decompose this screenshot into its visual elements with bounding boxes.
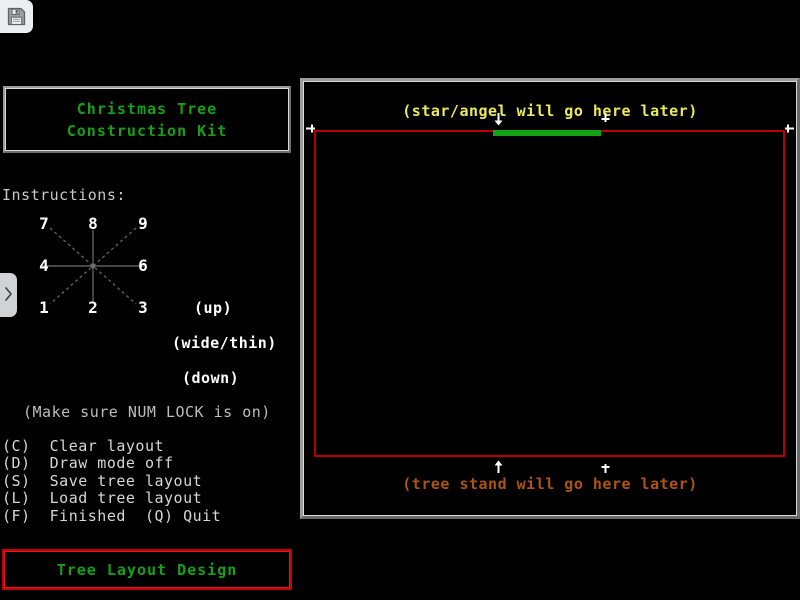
tree-layout-design-box: Tree Layout Design: [2, 549, 292, 590]
tree-stand-placeholder-note: (tree stand will go here later): [402, 475, 698, 493]
numpad-diagram: 7 8 9 4 6 1 2 3: [28, 216, 158, 316]
numpad-key-1[interactable]: 1: [39, 298, 49, 317]
tree-canvas-panel: (star/angel will go here later): [300, 78, 800, 519]
instructions-label: Instructions:: [2, 186, 126, 204]
app-title-line-2: Construction Kit: [66, 121, 228, 140]
arrow-right-edge-icon: [306, 124, 319, 133]
numlock-note: (Make sure NUM LOCK is on): [23, 403, 271, 421]
app-title-box: Christmas Tree Construction Kit: [3, 86, 291, 153]
numpad-spokes-icon: [42, 227, 144, 305]
numpad-key-7[interactable]: 7: [39, 214, 49, 233]
tree-branch-row[interactable]: [493, 130, 601, 136]
numpad-hint-up: (up): [194, 299, 233, 317]
numpad-key-2[interactable]: 2: [88, 298, 98, 317]
numpad-key-8[interactable]: 8: [88, 214, 98, 233]
star-angel-placeholder-note: (star/angel will go here later): [402, 102, 698, 120]
app-title-line-1: Christmas Tree: [76, 99, 218, 118]
chevron-right-icon: [4, 286, 13, 305]
command-list: (C) Clear layout (D) Draw mode off (S) S…: [2, 437, 222, 525]
numpad-key-4[interactable]: 4: [39, 256, 49, 275]
left-panel: Christmas Tree Construction Kit Instruct…: [0, 78, 294, 590]
tree-layout-design-label: Tree Layout Design: [56, 560, 238, 579]
arrow-left-edge-icon: [781, 124, 794, 133]
numpad-key-9[interactable]: 9: [138, 214, 148, 233]
numpad-key-6[interactable]: 6: [138, 256, 148, 275]
arrow-up-right-icon: [601, 460, 610, 473]
numpad-key-3[interactable]: 3: [138, 298, 148, 317]
floppy-disk-save-icon: [7, 7, 26, 26]
save-button[interactable]: [0, 0, 33, 33]
sidebar-expand-handle[interactable]: [0, 273, 17, 317]
tree-layout-canvas[interactable]: [314, 130, 785, 457]
numpad-hint-down: (down): [182, 369, 240, 387]
arrow-down-right-icon: [601, 113, 610, 126]
numpad-hint-wide-thin: (wide/thin): [172, 334, 277, 352]
arrow-down-left-icon: [494, 113, 503, 126]
arrow-up-left-icon: [494, 460, 503, 473]
